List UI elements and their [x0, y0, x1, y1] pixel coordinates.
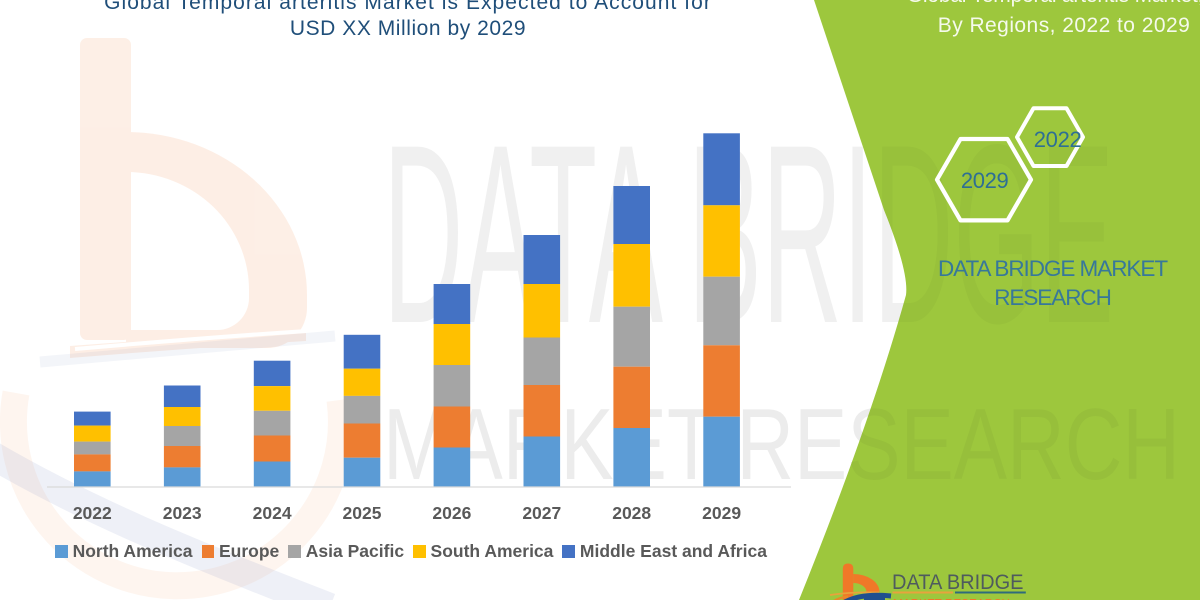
svg-text:MARKET RESEARCH: MARKET RESEARCH [893, 596, 1010, 600]
svg-text:DATA BRIDGE: DATA BRIDGE [892, 570, 1024, 594]
